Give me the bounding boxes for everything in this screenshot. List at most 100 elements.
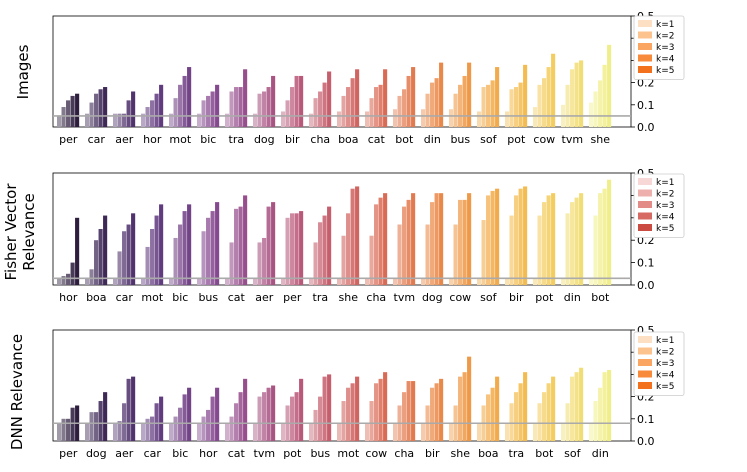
bar-bic-k5 [187,204,192,285]
bar-per-k4 [294,213,299,285]
legend-label: k=4 [656,213,675,223]
bar-car-k1 [113,278,118,285]
bar-bot-k1 [393,109,398,127]
bar-bir-k4 [294,75,299,127]
bar-cat-k1 [225,423,230,441]
bar-hor-k5 [75,217,80,285]
x-tick-label: hor [199,447,218,460]
bar-tvm-k2 [565,84,570,127]
bar-bir-k5 [523,186,528,285]
bar-cat-k1 [365,111,370,127]
bar-bus-k4 [210,211,215,285]
bar-cat-k4 [238,206,243,285]
bar-per-k3 [290,213,295,285]
x-tick-label: sof [480,291,497,304]
bar-cow-k3 [458,199,463,285]
dnn-panel: DNN Relevance 0.00.10.20.30.40.5λkperdog… [8,324,685,460]
x-tick-label: bic [172,447,188,460]
x-tick-label: pot [283,447,302,460]
bar-bot-k2 [537,403,542,441]
bar-cow-k2 [369,401,374,441]
bar-sof-k4 [490,190,495,285]
legend-label: k=5 [656,382,674,392]
bar-sof-k1 [477,111,482,127]
bar-din-k4 [434,78,439,127]
bar-cat-k3 [234,208,239,285]
bar-car-k2 [117,251,122,285]
bar-din-k1 [589,423,594,441]
bar-bir-k2 [285,100,290,127]
legend-label: k=2 [656,32,674,42]
bar-she-k4 [602,64,607,127]
legend-label: k=3 [656,43,674,53]
x-tick-label: cha [366,291,386,304]
x-tick-label: bus [310,447,330,460]
bar-bir-k5 [299,75,304,127]
bar-dog-k5 [271,75,276,127]
bar-bot-k1 [533,423,538,441]
bar-bic-k2 [173,237,178,285]
x-tick-label: dog [254,133,275,146]
bar-dog-k3 [262,91,267,127]
bar-boa-k4 [350,78,355,127]
x-tick-label: she [451,447,471,460]
bar-hor-k1 [197,423,202,441]
legend-swatch [638,20,652,27]
bar-din-k4 [602,372,607,441]
x-tick-label: bic [172,291,188,304]
bar-cat-k2 [229,242,234,285]
bar-aer-k2 [117,113,122,127]
bar-sof-k5 [495,188,500,285]
x-tick-label: mot [169,133,191,146]
bar-cha-k5 [383,193,388,285]
bar-per-k5 [75,93,80,127]
bar-cow-k1 [365,423,370,441]
bar-she-k1 [589,102,594,127]
bar-tvm-k2 [397,224,402,285]
x-tick-label: cha [310,133,330,146]
bar-cat-k5 [383,69,388,127]
bar-mot-k1 [169,113,174,127]
bar-she-k4 [350,188,355,285]
bar-sof-k3 [486,84,491,127]
bar-din-k2 [425,93,430,127]
bar-bic-k2 [201,100,206,127]
bar-hor-k2 [201,416,206,441]
bar-boa-k3 [346,87,351,127]
x-tick-label: she [591,133,611,146]
bar-cha-k4 [378,197,383,285]
legend-swatch [638,359,652,366]
bar-tra-k5 [327,206,332,285]
bar-bus-k1 [197,278,202,285]
bar-boa-k5 [355,69,360,127]
x-tick-label: car [116,291,134,304]
bar-bic-k3 [178,407,183,441]
bar-aer-k4 [126,378,131,441]
bar-mot-k1 [337,423,342,441]
bar-pot-k5 [299,378,304,441]
x-tick-label: cow [365,447,387,460]
bar-tra-k3 [318,222,323,285]
x-tick-label: din [424,133,441,146]
panel-title-line1: Fisher Vector [2,183,20,281]
bar-bus-k3 [458,84,463,127]
bar-tra-k5 [523,372,528,441]
bar-mot-k4 [154,215,159,285]
bar-din-k5 [579,193,584,285]
bar-mot-k2 [341,401,346,441]
bar-mot-k3 [346,387,351,441]
bar-she-k2 [341,235,346,285]
bar-aer-k5 [131,376,136,441]
bar-car-k3 [94,93,99,127]
bar-per-k2 [61,418,66,441]
bar-tra-k1 [309,278,314,285]
bar-boa-k2 [89,269,94,285]
bar-tra-k1 [225,113,230,127]
bar-din-k2 [565,213,570,285]
bar-aer-k4 [126,100,131,127]
panel-title-line2: Relevance [20,193,38,270]
bar-hor-k2 [61,276,66,285]
bar-bic-k3 [178,224,183,285]
legend-label: k=4 [656,55,675,65]
bar-pot-k1 [281,423,286,441]
